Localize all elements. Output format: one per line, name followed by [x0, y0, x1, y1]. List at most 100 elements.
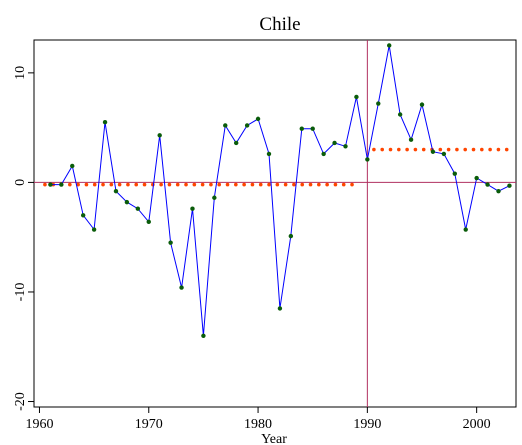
- step-dot: [217, 182, 222, 187]
- step-dot: [463, 147, 468, 152]
- step-dot: [504, 147, 509, 152]
- step-dot: [333, 182, 338, 187]
- x-tick-label: 1990: [353, 417, 381, 432]
- x-axis-title: Year: [261, 432, 287, 445]
- step-dot: [126, 182, 130, 187]
- data-point: [321, 151, 326, 157]
- data-point: [430, 149, 436, 154]
- data-point: [201, 333, 206, 338]
- step-dot: [275, 182, 280, 187]
- data-point: [135, 206, 141, 211]
- step-dot: [446, 147, 451, 152]
- series-points: [48, 43, 512, 338]
- step-dot: [192, 182, 197, 187]
- data-point: [463, 227, 468, 232]
- step-dot: [109, 182, 114, 187]
- step-dots: [43, 147, 509, 187]
- step-dot: [455, 147, 459, 152]
- data-point: [332, 140, 337, 146]
- data-point: [310, 126, 315, 131]
- x-tick-label: 2000: [463, 417, 491, 432]
- data-point: [113, 188, 119, 194]
- data-point: [233, 140, 239, 146]
- x-tick-label: 1980: [244, 417, 272, 432]
- data-point: [255, 116, 261, 122]
- data-point: [452, 171, 457, 176]
- step-dot: [300, 182, 305, 187]
- data-point: [496, 188, 501, 194]
- data-point: [288, 233, 294, 239]
- data-point: [376, 101, 381, 106]
- data-point: [59, 182, 64, 187]
- step-dot: [184, 182, 188, 187]
- step-dot: [488, 147, 492, 152]
- step-dot: [242, 182, 246, 187]
- data-point: [146, 219, 151, 225]
- step-dot: [480, 147, 484, 152]
- step-dot: [317, 182, 321, 187]
- step-dot: [142, 182, 147, 187]
- data-point: [80, 213, 86, 218]
- step-dot: [234, 182, 238, 187]
- y-tick-label: 10: [13, 66, 28, 80]
- data-point: [277, 306, 283, 311]
- data-point: [124, 199, 130, 205]
- y-tick-label: -20: [13, 392, 28, 411]
- y-axis: 10 0 -10 -20: [13, 66, 34, 411]
- data-point: [387, 43, 392, 48]
- plot-frame: [33, 39, 517, 408]
- step-dot: [159, 182, 163, 187]
- data-point: [365, 157, 370, 162]
- data-point: [157, 133, 162, 138]
- y-tick-label: -10: [13, 283, 28, 302]
- step-dot: [471, 147, 476, 152]
- step-dot: [308, 182, 313, 187]
- step-dot: [250, 182, 255, 187]
- x-tick-label: 1960: [25, 417, 53, 432]
- step-dot: [397, 147, 401, 152]
- step-dot: [84, 182, 89, 187]
- data-point: [70, 163, 75, 169]
- step-dot: [200, 182, 205, 187]
- chart-title: Chile: [259, 14, 300, 35]
- y-tick-label: 0: [13, 179, 28, 186]
- step-dot: [350, 182, 354, 187]
- step-dot: [413, 147, 418, 152]
- step-dot: [372, 147, 376, 152]
- step-dot: [43, 182, 47, 187]
- series-line: [50, 45, 510, 336]
- data-point: [419, 102, 425, 107]
- data-point: [102, 119, 108, 125]
- step-dot: [405, 147, 409, 152]
- data-point: [223, 123, 228, 128]
- data-point: [408, 137, 414, 142]
- step-dot: [134, 182, 139, 187]
- data-point: [179, 285, 184, 290]
- step-dot: [325, 182, 329, 187]
- x-tick-label: 1970: [135, 417, 163, 432]
- data-point: [441, 151, 447, 157]
- step-dot: [380, 147, 385, 152]
- data-point: [507, 183, 512, 188]
- data-point: [299, 126, 304, 131]
- step-dot: [117, 182, 122, 187]
- step-dot: [225, 182, 230, 187]
- step-dot: [68, 182, 72, 187]
- step-dot: [388, 147, 393, 152]
- reference-lines: [34, 40, 516, 407]
- step-dot: [496, 147, 501, 152]
- step-dot: [258, 182, 263, 187]
- data-point: [244, 123, 250, 128]
- data-point: [48, 182, 53, 187]
- data-point: [485, 182, 490, 187]
- data-point: [354, 94, 359, 100]
- data-point: [266, 151, 272, 157]
- data-point: [212, 195, 217, 200]
- data-point: [91, 227, 97, 232]
- step-dot: [92, 182, 97, 187]
- step-dot: [438, 147, 443, 152]
- step-dot: [175, 182, 180, 187]
- data-point: [168, 240, 173, 245]
- step-dot: [341, 182, 346, 187]
